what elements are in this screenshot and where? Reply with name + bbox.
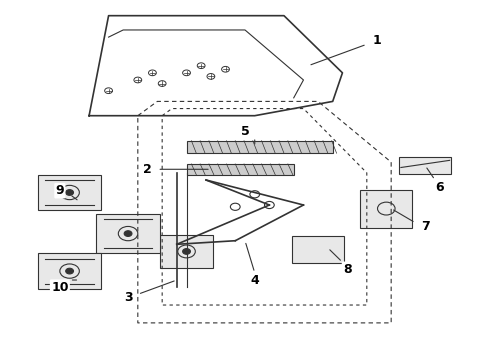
FancyBboxPatch shape xyxy=(187,164,294,175)
Circle shape xyxy=(66,190,74,195)
Text: 5: 5 xyxy=(241,125,249,138)
FancyBboxPatch shape xyxy=(38,253,101,289)
FancyBboxPatch shape xyxy=(292,236,344,263)
Circle shape xyxy=(66,268,74,274)
Text: 1: 1 xyxy=(372,34,381,47)
FancyBboxPatch shape xyxy=(97,214,160,253)
Text: 6: 6 xyxy=(436,181,444,194)
Text: 4: 4 xyxy=(250,274,259,287)
Circle shape xyxy=(124,231,132,237)
Text: 3: 3 xyxy=(124,291,132,305)
Text: 10: 10 xyxy=(51,281,69,294)
FancyBboxPatch shape xyxy=(361,190,412,228)
Text: 9: 9 xyxy=(55,184,64,197)
FancyBboxPatch shape xyxy=(160,235,213,267)
FancyBboxPatch shape xyxy=(187,141,333,153)
FancyBboxPatch shape xyxy=(38,175,101,210)
Text: 7: 7 xyxy=(421,220,430,233)
Circle shape xyxy=(183,249,191,254)
FancyBboxPatch shape xyxy=(399,157,451,174)
Text: 2: 2 xyxy=(143,163,152,176)
Text: 8: 8 xyxy=(343,263,352,276)
